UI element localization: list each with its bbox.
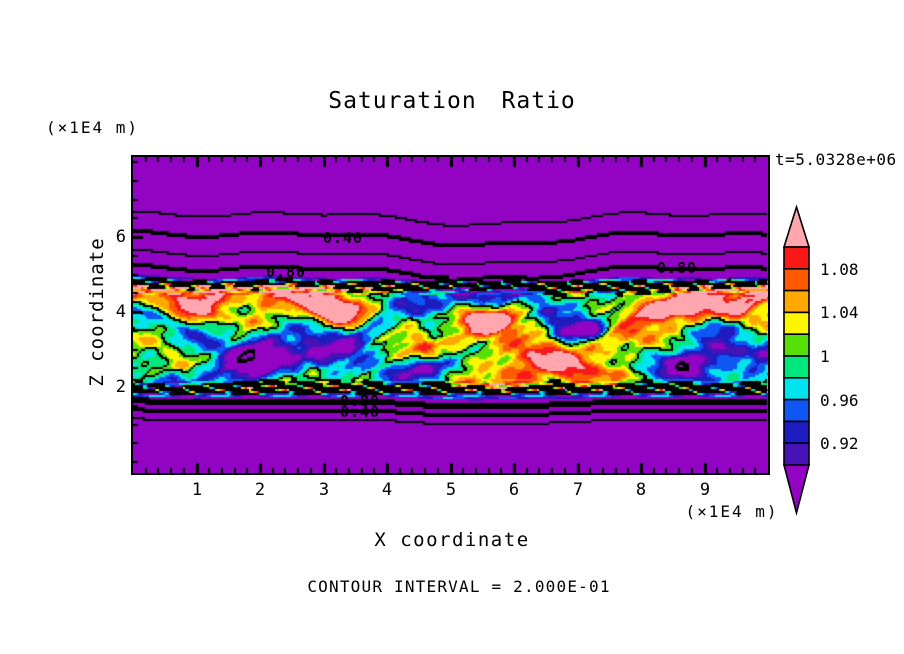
contour-line-label: 0.80: [656, 259, 698, 277]
contour-line-label: 0.80: [339, 392, 381, 410]
x-tick-label: 6: [508, 480, 520, 500]
time-annotation: t=5.0328e+06: [775, 150, 897, 169]
x-tick-label: 3: [318, 480, 330, 500]
colorbar-tick-label: 1: [820, 347, 830, 366]
x-tick-label: 5: [445, 480, 457, 500]
x-tick-label: 8: [635, 480, 647, 500]
colorbar-tick-label: 0.96: [820, 390, 859, 410]
x-axis-label: X coordinate: [374, 529, 530, 551]
y-tick-label: 6: [115, 227, 126, 247]
y-tick-label: 4: [115, 302, 126, 322]
x-tick-label: 4: [381, 480, 393, 500]
contour-plot-canvas: [133, 157, 768, 473]
contour-line-label: 0.80: [265, 263, 307, 281]
x-tick-label: 1: [191, 480, 203, 500]
colorbar-tick-label: 0.92: [820, 434, 859, 454]
contour-line-label: 0.40: [322, 229, 364, 247]
y-axis-unit-label: (×1E4 m): [46, 118, 140, 137]
contour-interval-note: CONTOUR INTERVAL = 2.000E-01: [307, 577, 611, 596]
x-tick-label: 7: [572, 480, 584, 500]
x-tick-label: 2: [254, 480, 266, 500]
x-axis-unit-label: (×1E4 m): [685, 502, 779, 521]
contour-line-label: 0.40: [339, 403, 381, 421]
plot-area: [131, 155, 770, 475]
chart-title: Saturation Ratio: [328, 88, 576, 114]
colorbar-tick-label: 1.08: [820, 259, 859, 279]
x-tick-label: 9: [699, 480, 711, 500]
colorbar-scale: [782, 204, 811, 517]
colorbar-tick-label: 1.04: [820, 303, 859, 323]
y-tick-label: 2: [115, 377, 126, 397]
